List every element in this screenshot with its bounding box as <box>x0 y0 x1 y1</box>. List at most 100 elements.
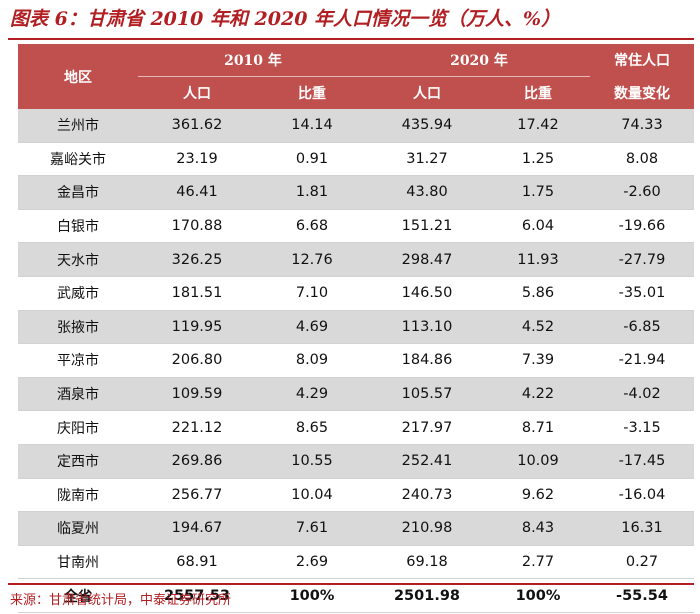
cell-change: 16.31 <box>590 511 694 546</box>
cell-region: 张掖市 <box>18 310 138 345</box>
cell-share2020: 6.04 <box>486 209 590 244</box>
cell-pop2020: 252.41 <box>368 444 486 479</box>
cell-pop2010: 109.59 <box>138 377 256 412</box>
cell-change: -4.02 <box>590 377 694 412</box>
cell-pop2010: 68.91 <box>138 545 256 580</box>
table-row: 酒泉市 109.59 4.29 105.57 4.22 -4.02 <box>18 377 694 412</box>
cell-pop2020: 184.86 <box>368 343 486 378</box>
cell-pop2010: 326.25 <box>138 242 256 277</box>
header-year-2010: 2010 年 <box>138 44 368 77</box>
cell-share2010: 10.55 <box>256 444 368 479</box>
cell-pop2010: 46.41 <box>138 175 256 210</box>
cell-change: 8.08 <box>590 142 694 177</box>
cell-change: -35.01 <box>590 276 694 311</box>
cell-region: 甘南州 <box>18 545 138 580</box>
cell-region: 平凉市 <box>18 343 138 378</box>
cell-share2010: 0.91 <box>256 142 368 177</box>
cell-change: 74.33 <box>590 109 694 143</box>
cell-region: 陇南市 <box>18 478 138 513</box>
cell-change: -3.15 <box>590 410 694 445</box>
table-body: 兰州市 361.62 14.14 435.94 17.42 74.33 嘉峪关市 23.19 0… <box>18 109 694 613</box>
cell-share2010: 2.69 <box>256 545 368 580</box>
header-change-line2: 数量变化 <box>590 76 694 109</box>
header-share-2010: 比重 <box>256 76 368 109</box>
cell-pop2020: 146.50 <box>368 276 486 311</box>
cell-share2010: 4.69 <box>256 310 368 345</box>
cell-share2020: 11.93 <box>486 242 590 277</box>
cell-share2020: 9.62 <box>486 478 590 513</box>
cell-region: 酒泉市 <box>18 377 138 412</box>
table-row: 天水市 326.25 12.76 298.47 11.93 -27.79 <box>18 242 694 277</box>
cell-region: 定西市 <box>18 444 138 479</box>
table-row: 庆阳市 221.12 8.65 217.97 8.71 -3.15 <box>18 410 694 445</box>
cell-pop2020: 31.27 <box>368 142 486 177</box>
cell-region: 兰州市 <box>18 109 138 143</box>
cell-pop2020: 240.73 <box>368 478 486 513</box>
cell-share2020: 1.25 <box>486 142 590 177</box>
cell-pop2010: 194.67 <box>138 511 256 546</box>
source-note: 来源：甘肃省统计局，中泰证券研究所 <box>10 593 232 608</box>
table-row: 平凉市 206.80 8.09 184.86 7.39 -21.94 <box>18 343 694 378</box>
top-divider <box>8 38 694 40</box>
table-row: 金昌市 46.41 1.81 43.80 1.75 -2.60 <box>18 175 694 210</box>
cell-share2010: 8.09 <box>256 343 368 378</box>
cell-share2010: 10.04 <box>256 478 368 513</box>
cell-change: -6.85 <box>590 310 694 345</box>
table-row: 张掖市 119.95 4.69 113.10 4.52 -6.85 <box>18 310 694 345</box>
cell-pop2020: 69.18 <box>368 545 486 580</box>
cell-change: 0.27 <box>590 545 694 580</box>
table-row: 临夏州 194.67 7.61 210.98 8.43 16.31 <box>18 511 694 546</box>
cell-share2010: 1.81 <box>256 175 368 210</box>
cell-change: -19.66 <box>590 209 694 244</box>
cell-pop2010: 269.86 <box>138 444 256 479</box>
cell-region: 白银市 <box>18 209 138 244</box>
cell-pop2010: 181.51 <box>138 276 256 311</box>
bottom-divider <box>8 583 694 585</box>
table-row: 兰州市 361.62 14.14 435.94 17.42 74.33 <box>18 109 694 143</box>
cell-share2010: 7.61 <box>256 511 368 546</box>
cell-share2020: 10.09 <box>486 444 590 479</box>
cell-share2010: 7.10 <box>256 276 368 311</box>
cell-pop2020: 113.10 <box>368 310 486 345</box>
cell-share2020: 5.86 <box>486 276 590 311</box>
cell-pop2010: 361.62 <box>138 109 256 143</box>
cell-share2020: 17.42 <box>486 109 590 143</box>
cell-share2020: 7.39 <box>486 343 590 378</box>
cell-pop2010: 256.77 <box>138 478 256 513</box>
cell-pop2020: 217.97 <box>368 410 486 445</box>
cell-region: 金昌市 <box>18 175 138 210</box>
cell-share2020: 8.71 <box>486 410 590 445</box>
cell-change: -17.45 <box>590 444 694 479</box>
header-pop-2020: 人口 <box>368 76 486 109</box>
cell-pop2010: 119.95 <box>138 310 256 345</box>
cell-region: 武威市 <box>18 276 138 311</box>
table-row: 嘉峪关市 23.19 0.91 31.27 1.25 8.08 <box>18 142 694 177</box>
cell-share2010: 8.65 <box>256 410 368 445</box>
header-change-line1: 常住人口 <box>590 44 694 77</box>
cell-pop2020: 210.98 <box>368 511 486 546</box>
cell-pop2020: 298.47 <box>368 242 486 277</box>
header-pop-2010: 人口 <box>138 76 256 109</box>
cell-pop2020: 43.80 <box>368 175 486 210</box>
cell-share2020: 2.77 <box>486 545 590 580</box>
population-table: 地区 2010 年 2020 年 常住人口 人口 比重 人口 比重 数量变化 兰… <box>18 44 694 613</box>
cell-share2020: 4.22 <box>486 377 590 412</box>
cell-pop2010: 23.19 <box>138 142 256 177</box>
cell-change: -2.60 <box>590 175 694 210</box>
cell-share2020: 1.75 <box>486 175 590 210</box>
cell-share2020: 8.43 <box>486 511 590 546</box>
cell-region: 庆阳市 <box>18 410 138 445</box>
cell-pop2020: 105.57 <box>368 377 486 412</box>
cell-pop2020: 435.94 <box>368 109 486 143</box>
cell-pop2010: 206.80 <box>138 343 256 378</box>
table-row: 甘南州 68.91 2.69 69.18 2.77 0.27 <box>18 545 694 580</box>
table-row: 武威市 181.51 7.10 146.50 5.86 -35.01 <box>18 276 694 311</box>
cell-share2010: 14.14 <box>256 109 368 143</box>
header-region: 地区 <box>18 44 138 109</box>
header-share-2020: 比重 <box>486 76 590 109</box>
header-year-2020: 2020 年 <box>368 44 590 77</box>
cell-region: 嘉峪关市 <box>18 142 138 177</box>
cell-share2010: 12.76 <box>256 242 368 277</box>
table-row: 白银市 170.88 6.68 151.21 6.04 -19.66 <box>18 209 694 244</box>
table-row: 陇南市 256.77 10.04 240.73 9.62 -16.04 <box>18 478 694 513</box>
